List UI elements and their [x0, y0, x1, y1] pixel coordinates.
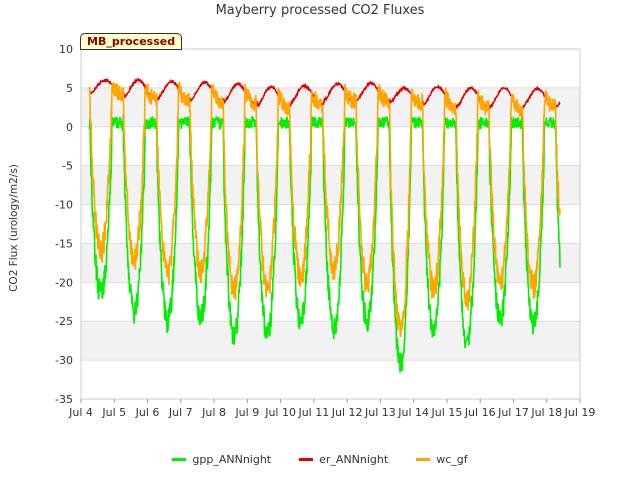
legend-swatch-wc: [416, 458, 431, 461]
x-tick-label: Jul 4: [68, 406, 93, 419]
y-tick-label: -5: [62, 160, 73, 173]
y-tick: 10: [59, 43, 73, 56]
legend-label-gpp: gpp_ANNnight: [192, 453, 272, 466]
y-tick: -25: [55, 315, 73, 328]
plot-band: [81, 165, 580, 205]
x-tick-label: Jul 19: [564, 406, 596, 419]
y-tick-label: -30: [55, 354, 73, 367]
x-tick: Jul 7: [168, 406, 193, 419]
x-tick: Jul 16: [464, 406, 496, 419]
x-tick-label: Jul 11: [297, 406, 329, 419]
x-tick: Jul 17: [497, 406, 529, 419]
x-tick-label: Jul 6: [135, 406, 160, 419]
x-tick: Jul 9: [234, 406, 259, 419]
mb-processed-badge: MB_processed: [80, 33, 183, 50]
legend-item-er: er_ANNnight: [299, 453, 388, 466]
x-tick: Jul 11: [297, 406, 329, 419]
x-tick: Jul 18: [530, 406, 562, 419]
y-tick: 0: [66, 121, 73, 134]
series-gpp-line: [88, 114, 561, 373]
y-tick: -15: [55, 237, 73, 250]
x-tick-label: Jul 15: [431, 406, 463, 419]
x-tick: Jul 12: [331, 406, 363, 419]
x-tick-label: Jul 14: [397, 406, 429, 419]
x-tick: Jul 13: [364, 406, 396, 419]
x-tick-label: Jul 9: [234, 406, 259, 419]
y-tick-label: -25: [55, 315, 73, 328]
y-tick-label: -20: [55, 276, 73, 289]
x-tick-label: Jul 10: [264, 406, 296, 419]
x-tick-label: Jul 7: [168, 406, 193, 419]
y-tick: 5: [66, 82, 73, 95]
y-tick: -10: [55, 199, 73, 212]
y-tick: -5: [62, 160, 73, 173]
y-tick-label: 10: [59, 43, 73, 56]
x-tick: Jul 15: [431, 406, 463, 419]
legend: gpp_ANNnight er_ANNnight wc_gf: [0, 453, 640, 466]
y-tick: -35: [55, 393, 73, 406]
chart-title: Mayberry processed CO2 Fluxes: [215, 3, 425, 18]
x-tick: Jul 6: [135, 406, 160, 419]
x-tick-label: Jul 17: [497, 406, 529, 419]
x-tick: Jul 5: [101, 406, 126, 419]
x-tick: Jul 8: [201, 406, 226, 419]
legend-label-wc: wc_gf: [436, 453, 468, 466]
y-tick-label: 5: [66, 82, 73, 95]
series-wc-line: [88, 81, 561, 337]
y-tick-label: -10: [55, 199, 73, 212]
legend-swatch-gpp: [172, 458, 187, 461]
x-tick-label: Jul 13: [364, 406, 396, 419]
plot-band: [81, 321, 580, 361]
x-tick: Jul 4: [68, 406, 93, 419]
plot-frame: [80, 48, 581, 400]
y-tick-label: -35: [55, 393, 73, 406]
x-tick-label: Jul 12: [331, 406, 363, 419]
x-tick-label: Jul 16: [464, 406, 496, 419]
x-tick: Jul 19: [564, 406, 596, 419]
legend-item-gpp: gpp_ANNnight: [172, 453, 271, 466]
x-tick: Jul 10: [264, 406, 296, 419]
y-tick: -20: [55, 276, 73, 289]
y-tick-label: 0: [66, 121, 73, 134]
x-tick-label: Jul 5: [101, 406, 126, 419]
x-tick-label: Jul 18: [530, 406, 562, 419]
x-tick: Jul 14: [397, 406, 429, 419]
legend-item-wc: wc_gf: [416, 453, 468, 466]
plot-band: [81, 87, 580, 127]
legend-label-er: er_ANNnight: [319, 453, 389, 466]
y-tick: -30: [55, 354, 73, 367]
x-tick-label: Jul 8: [201, 406, 226, 419]
legend-swatch-er: [299, 458, 314, 461]
y-tick-label: -15: [55, 237, 73, 250]
